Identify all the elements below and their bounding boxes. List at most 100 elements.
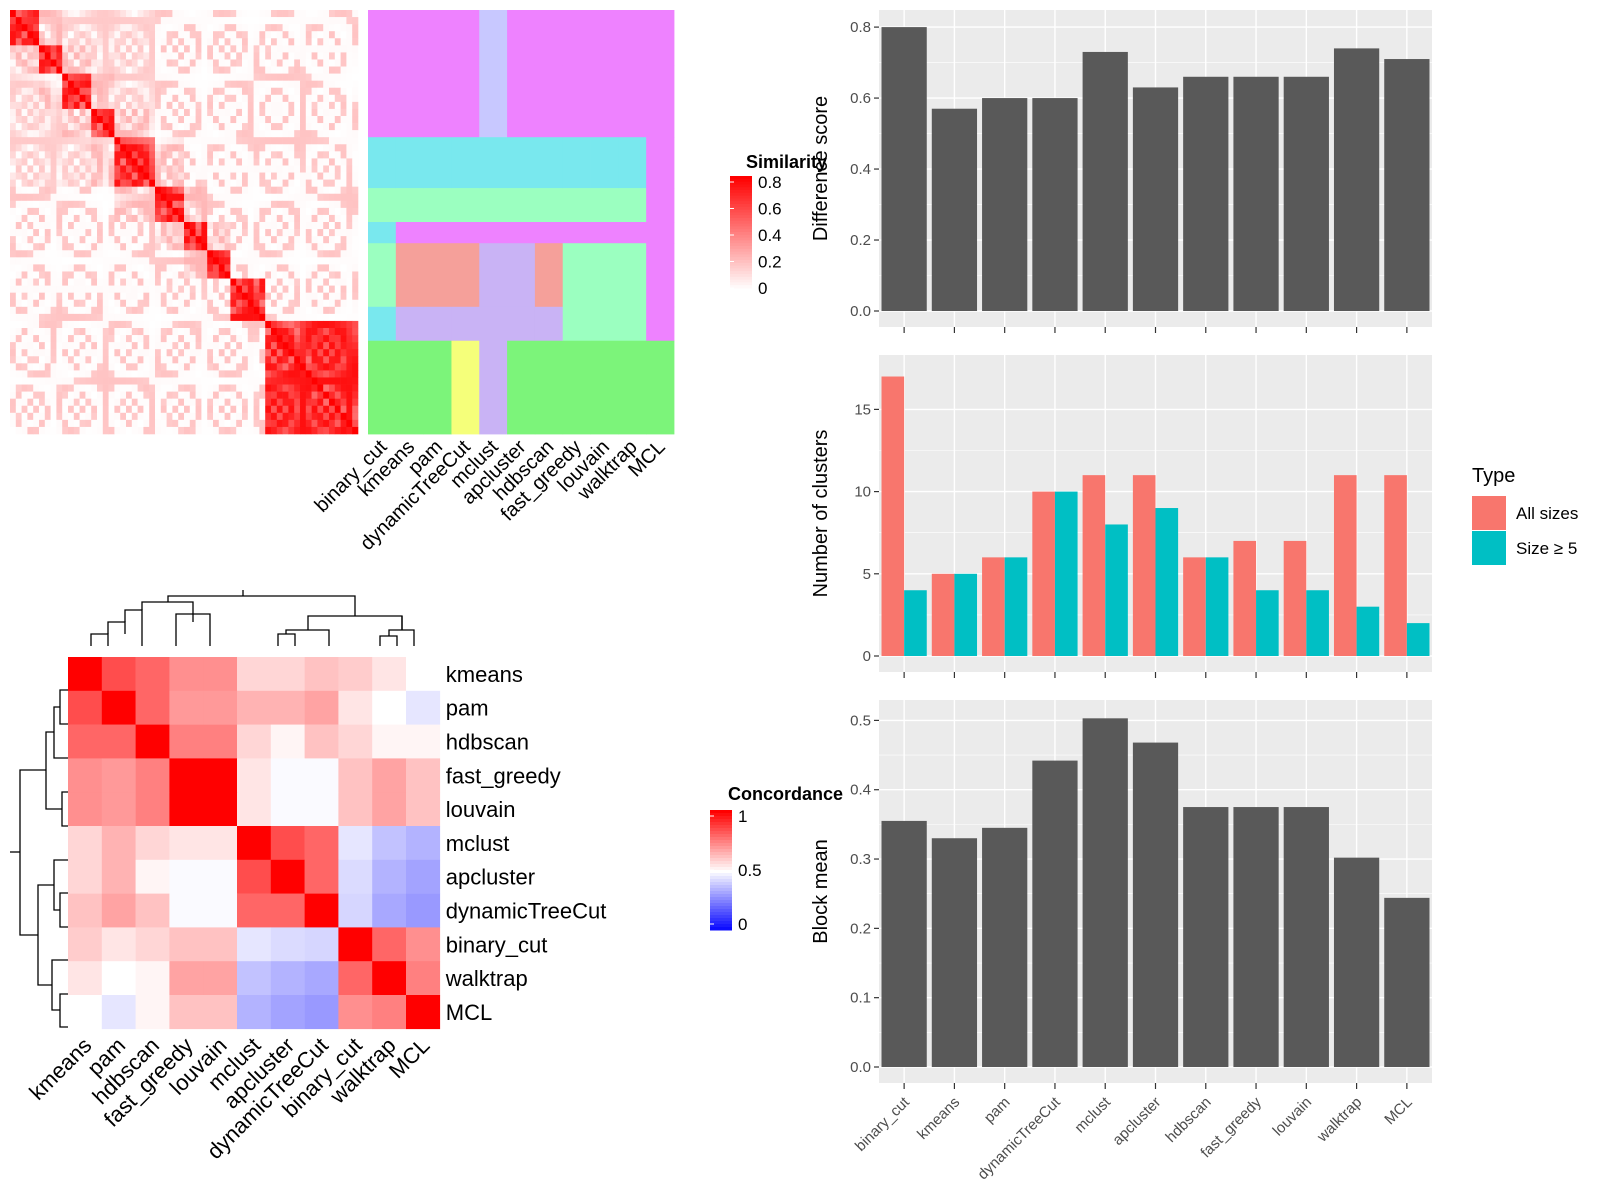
similarity-cell: [50, 222, 57, 230]
similarity-cell: [294, 299, 301, 308]
similarity-cell: [346, 236, 353, 244]
similarity-cell: [114, 80, 121, 89]
similarity-cell: [44, 349, 51, 357]
similarity-cell: [126, 328, 133, 336]
similarity-legend-step: [730, 198, 752, 202]
similarity-cell: [288, 17, 295, 25]
similarity-cell: [39, 158, 46, 166]
concordance-legend-step: [710, 882, 732, 886]
similarity-cell: [85, 412, 92, 421]
concordance-legend-step: [710, 831, 732, 835]
similarity-cell: [44, 398, 51, 407]
similarity-cell: [108, 335, 115, 343]
concordance-cell: [304, 826, 339, 861]
similarity-cell: [334, 292, 341, 301]
concordance-row-label: kmeans: [446, 662, 523, 687]
similarity-cell: [213, 66, 220, 74]
similarity-cell: [27, 158, 34, 166]
similarity-cell: [218, 292, 225, 301]
similarity-cell: [68, 66, 75, 74]
similarity-cell: [131, 271, 138, 279]
similarity-cell: [172, 342, 179, 350]
similarity-cell: [346, 306, 353, 315]
similarity-cell: [195, 419, 202, 428]
similarity-cell: [271, 257, 278, 265]
concordance-legend-step: [710, 900, 732, 904]
similarity-cell: [317, 200, 324, 209]
similarity-cell: [73, 172, 80, 180]
similarity-cell: [195, 356, 202, 364]
similarity-cell: [236, 116, 243, 124]
similarity-cell: [242, 123, 249, 131]
similarity-cell: [282, 349, 289, 357]
similarity-cell: [91, 52, 98, 60]
similarity-cell: [44, 342, 51, 350]
similarity-cell: [114, 342, 121, 350]
similarity-cell: [166, 130, 173, 138]
similarity-cell: [10, 419, 17, 428]
similarity-cell: [207, 130, 214, 138]
similarity-cell: [114, 363, 121, 371]
concordance-col-label: kmeans: [24, 1033, 96, 1105]
similarity-cell: [33, 179, 40, 187]
similarity-cell: [155, 236, 162, 244]
similarity-cell: [311, 320, 318, 329]
classification-cell: [423, 340, 452, 435]
similarity-cell: [62, 94, 69, 103]
similarity-cell: [276, 73, 283, 81]
similarity-cell: [149, 165, 156, 173]
classification-cell: [451, 243, 480, 308]
similarity-cell: [160, 356, 167, 364]
similarity-cell: [317, 335, 324, 343]
similarity-cell: [33, 31, 40, 39]
similarity-cell: [265, 285, 272, 293]
similarity-cell: [247, 214, 254, 223]
similarity-cell: [340, 342, 347, 350]
similarity-cell: [85, 356, 92, 364]
similarity-cell: [56, 24, 63, 32]
similarity-cell: [131, 123, 138, 131]
similarity-cell: [311, 257, 318, 265]
similarity-cell: [329, 328, 336, 336]
similarity-cell: [265, 271, 272, 279]
similarity-cell: [178, 320, 185, 329]
similarity-cell: [253, 377, 260, 385]
similarity-cell: [160, 342, 167, 350]
similarity-cell: [85, 391, 92, 399]
similarity-cell: [271, 207, 278, 216]
similarity-cell: [56, 243, 63, 251]
similarity-cell: [91, 207, 98, 216]
similarity-cell: [224, 349, 231, 357]
similarity-legend-step: [730, 215, 752, 219]
similarity-cell: [265, 391, 272, 399]
similarity-cell: [207, 59, 214, 67]
similarity-cell: [79, 257, 86, 265]
similarity-cell: [15, 123, 22, 131]
similarity-cell: [160, 45, 167, 53]
similarity-cell: [213, 87, 220, 96]
similarity-cell: [143, 45, 150, 53]
similarity-cell: [126, 419, 133, 428]
similarity-cell: [56, 172, 63, 180]
similarity-cell: [149, 24, 156, 32]
similarity-cell: [79, 342, 86, 350]
similarity-cell: [230, 384, 237, 392]
similarity-cell: [102, 200, 109, 209]
similarity-legend-step: [730, 274, 752, 278]
similarity-cell: [207, 264, 214, 272]
similarity-cell: [166, 349, 173, 357]
classification-cell: [451, 10, 480, 66]
similarity-cell: [131, 73, 138, 81]
similarity-cell: [79, 419, 86, 428]
similarity-cell: [166, 179, 173, 187]
similarity-cell: [73, 257, 80, 265]
similarity-cell: [33, 130, 40, 138]
similarity-cell: [253, 363, 260, 371]
similarity-cell: [143, 17, 150, 25]
similarity-cell: [311, 292, 318, 301]
similarity-cell: [178, 123, 185, 131]
similarity-cell: [131, 31, 138, 39]
similarity-cell: [172, 222, 179, 230]
similarity-cell: [201, 328, 208, 336]
similarity-cell: [288, 335, 295, 343]
